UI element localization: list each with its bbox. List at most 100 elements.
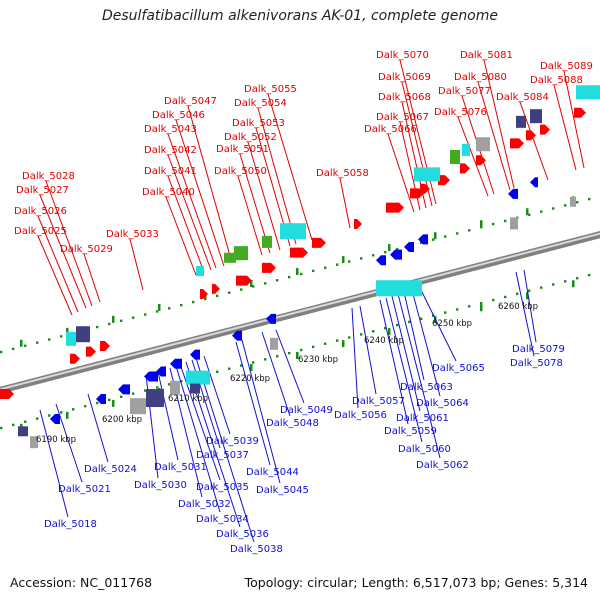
gene-label: Dalk_5070	[376, 50, 429, 61]
scale-tick-label: 6220 kbp	[230, 374, 270, 384]
tick-dot	[168, 383, 171, 386]
cog-category-box	[570, 196, 576, 207]
label-leader-line	[237, 175, 263, 256]
tick-dot	[288, 351, 291, 355]
tick-dot	[48, 414, 51, 417]
gene-label: Dalk_5047	[164, 96, 217, 107]
tick-dot	[552, 207, 555, 210]
tick-dot	[588, 273, 591, 277]
tick-dot	[108, 398, 111, 402]
cog-category-box	[30, 436, 38, 449]
gene-label: Dalk_5056	[334, 410, 387, 421]
gene-label: Dalk_5079	[512, 344, 565, 355]
reverse-gene-arrow	[96, 394, 106, 405]
tick-dot	[432, 238, 435, 241]
gene-label: Dalk_5031	[154, 462, 207, 473]
tick-dot	[0, 426, 3, 430]
scale-mark	[342, 256, 345, 264]
tick-dot	[456, 308, 459, 311]
tick-dot	[216, 294, 219, 298]
cog-category-box	[190, 383, 200, 394]
scale-mark	[250, 280, 253, 287]
gene-label: Dalk_5068	[378, 92, 431, 103]
cog-category-box	[510, 217, 518, 230]
tick-dot	[396, 323, 399, 327]
label-leader-line	[391, 295, 421, 412]
tick-dot	[24, 344, 27, 347]
scale-tick-label: 6250 kbp	[432, 319, 472, 329]
label-leader-line	[379, 299, 409, 425]
cog-category-box	[196, 266, 204, 277]
scale-mark	[66, 411, 69, 419]
forward-gene-arrow	[290, 247, 308, 258]
label-leader-line	[39, 409, 69, 518]
scale-mark	[434, 232, 437, 240]
label-leader-line	[195, 357, 255, 543]
label-leader-line	[157, 371, 179, 461]
tick-dot	[216, 370, 219, 374]
tick-dot	[120, 395, 123, 398]
scale-tick-label: 6260 kbp	[498, 302, 538, 312]
cog-category-box	[262, 235, 272, 248]
tick-dot	[504, 219, 507, 223]
scale-mark	[250, 364, 253, 371]
tick-dot	[36, 341, 39, 344]
genome-title: Desulfatibacillum alkenivorans AK-01, co…	[101, 8, 499, 24]
tick-dot	[96, 325, 99, 329]
cog-category-box	[450, 150, 460, 164]
tick-dot	[324, 266, 327, 269]
gene-label: Dalk_5027	[16, 185, 69, 196]
label-leader-line	[457, 116, 489, 197]
scale-mark	[20, 339, 23, 347]
tick-dot	[252, 361, 255, 364]
forward-gene-arrow	[212, 283, 220, 294]
gene-label: Dalk_5050	[214, 166, 267, 177]
label-leader-line	[385, 297, 423, 443]
gene-label: Dalk_5030	[134, 480, 187, 491]
tick-dot	[132, 316, 135, 319]
cog-category-box	[18, 426, 28, 437]
tick-dot	[468, 229, 471, 232]
tick-dot	[24, 420, 27, 423]
gene-label: Dalk_5046	[152, 110, 205, 121]
forward-gene-arrow	[70, 353, 80, 364]
forward-gene-arrow	[540, 124, 550, 135]
genome-backbone	[0, 230, 600, 395]
cog-category-box	[476, 137, 490, 152]
gene-label: Dalk_5045	[256, 485, 309, 496]
accession-label: Accession: NC_011768	[10, 575, 153, 590]
cog-category-box	[376, 280, 422, 297]
tick-dot	[372, 330, 375, 333]
gene-label: Dalk_5061	[396, 413, 449, 424]
label-leader-line	[351, 307, 359, 409]
gene-label: Dalk_5054	[234, 98, 287, 109]
tick-dot	[72, 408, 75, 411]
reverse-gene-arrow	[404, 241, 414, 252]
tick-dot	[444, 235, 447, 238]
tick-dot	[552, 283, 555, 286]
gene-label: Dalk_5084	[496, 92, 549, 103]
tick-dot	[360, 333, 363, 336]
label-leader-line	[87, 393, 109, 463]
forward-gene-arrow	[86, 346, 96, 357]
scale-mark	[388, 244, 391, 252]
scale-tick-label: 6240 kbp	[364, 336, 404, 346]
tick-dot	[48, 338, 51, 341]
label-leader-line	[339, 177, 351, 229]
scale-mark	[342, 340, 345, 348]
forward-gene-arrow	[460, 163, 470, 174]
forward-gene-arrow	[100, 341, 110, 351]
gene-label: Dalk_5043	[144, 124, 197, 135]
label-leader-line	[187, 105, 233, 264]
gene-label: Dalk_5049	[280, 405, 333, 416]
forward-gene-arrow	[262, 262, 276, 273]
scale-mark	[66, 327, 69, 335]
label-leader-line	[275, 329, 305, 404]
tick-dot	[276, 279, 279, 282]
tick-dot	[276, 355, 279, 358]
tick-dot	[372, 254, 375, 257]
cog-category-box	[462, 143, 470, 156]
tick-dot	[336, 263, 339, 266]
reverse-gene-arrow	[144, 371, 158, 382]
